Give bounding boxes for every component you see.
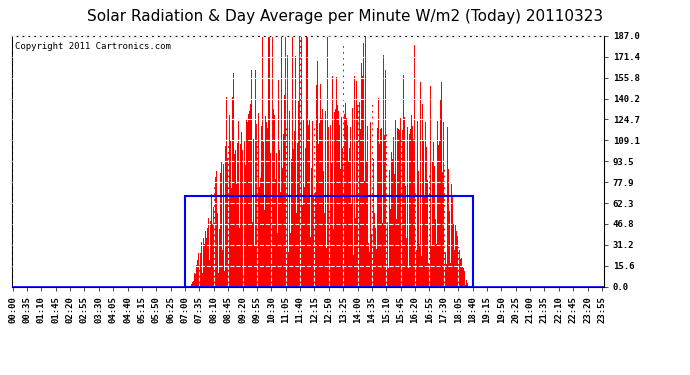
Bar [185, 195, 473, 287]
Text: Solar Radiation & Day Average per Minute W/m2 (Today) 20110323: Solar Radiation & Day Average per Minute… [87, 9, 603, 24]
Text: Copyright 2011 Cartronics.com: Copyright 2011 Cartronics.com [15, 42, 171, 51]
